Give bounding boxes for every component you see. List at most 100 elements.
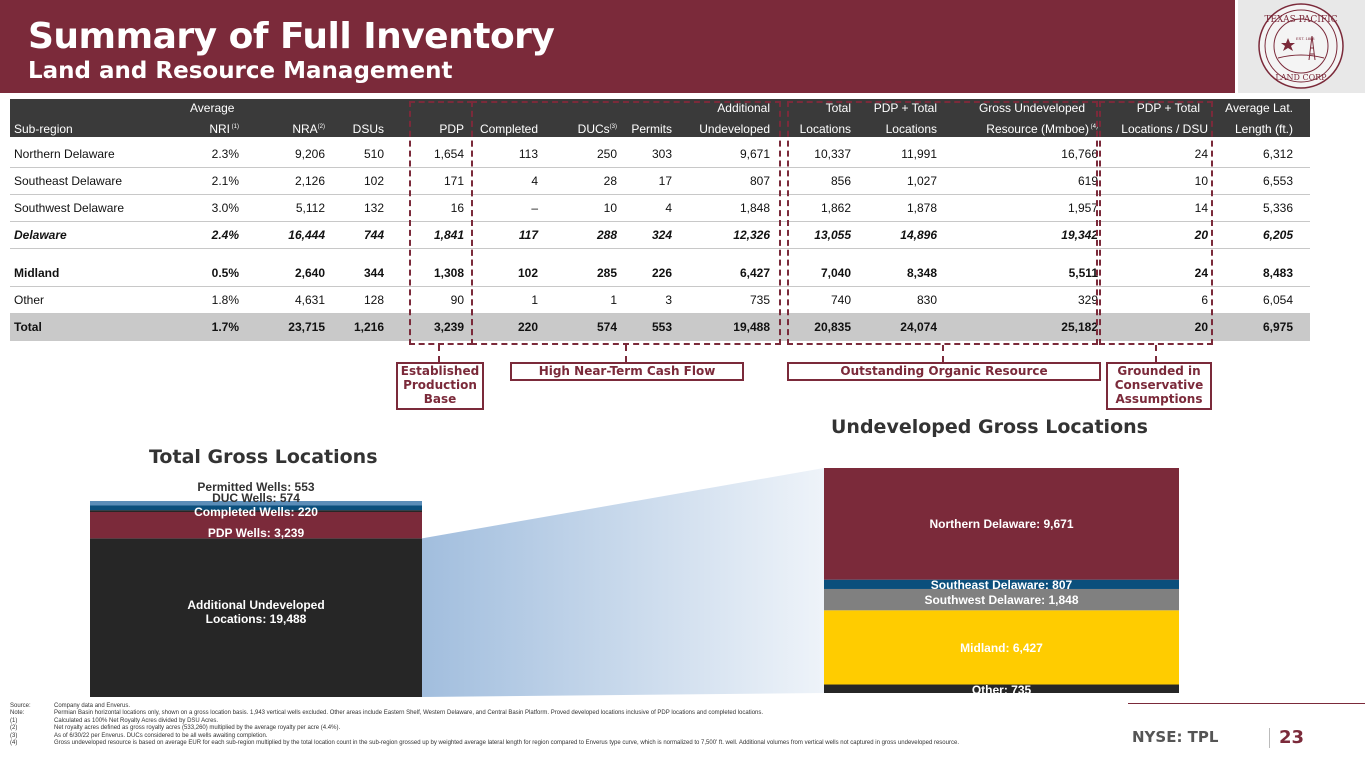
table-cell: 288: [596, 228, 617, 242]
table-cell: 8,348: [906, 266, 937, 280]
table-cell: 6,312: [1262, 147, 1293, 161]
table-cell: 128: [363, 293, 384, 307]
header-additional: Additional: [717, 101, 770, 115]
table-cell: 14,896: [900, 228, 937, 242]
footnote-key: Source:: [10, 703, 31, 709]
footnote-text: Gross undeveloped resource is based on a…: [54, 740, 959, 747]
table-cell: 20: [1194, 228, 1208, 242]
label-midland: Midland: 6,427: [960, 641, 1043, 655]
col-pdp-locations: Locations: [885, 122, 937, 136]
table-cell: 1,027: [906, 174, 937, 188]
label-southwest: Southwest Delaware: 1,848: [924, 593, 1079, 607]
table-cell: 4,631: [294, 293, 325, 307]
table-cell: 19,488: [733, 320, 770, 334]
label-additional-1: Additional Undeveloped: [187, 598, 325, 612]
label-pdp: PDP Wells: 3,239: [207, 526, 305, 540]
table-cell: 16: [450, 201, 464, 215]
row-divider: [10, 286, 1310, 287]
page-subtitle: Land and Resource Management: [28, 58, 453, 84]
table-cell: 24,074: [900, 320, 937, 334]
table-cell: 12,326: [733, 228, 770, 242]
table-cell: 6,054: [1262, 293, 1293, 307]
table-cell: 1,216: [353, 320, 384, 334]
table-cell: 574: [596, 320, 617, 334]
col-resource: Resource (Mmboe) (4): [986, 122, 1098, 136]
table-cell: –: [531, 201, 538, 215]
header-total: Total: [825, 101, 851, 115]
table-cell: 23,715: [288, 320, 325, 334]
table-cell: 1,308: [433, 266, 464, 280]
col-locations-dsu: Locations / DSU: [1121, 122, 1208, 136]
table-cell: 24: [1194, 266, 1208, 280]
col-undeveloped: Undeveloped: [699, 122, 770, 136]
table-cell: 226: [651, 266, 672, 280]
oil-derrick-icon: [1308, 35, 1316, 61]
table-cell: 2.3%: [211, 147, 239, 161]
callout-organic: Outstanding Organic Resource: [787, 362, 1101, 381]
table-cell: 4: [665, 201, 672, 215]
organic-outline: [787, 101, 1098, 345]
table-cell: 619: [1077, 174, 1098, 188]
row-divider: [10, 194, 1310, 195]
table-cell: 744: [363, 228, 384, 242]
callout-established: Established Production Base: [396, 362, 484, 410]
table-cell: 3,239: [433, 320, 464, 334]
table-cell: 1: [610, 293, 617, 307]
header-pdp-total: PDP + Total: [873, 101, 937, 115]
table-cell: 8,483: [1262, 266, 1293, 280]
footnote-key: (2): [10, 725, 18, 732]
row-label: Southeast Delaware: [14, 174, 123, 188]
footnote-text: Permian Basin horizontal locations only,…: [54, 710, 764, 717]
footnote-row: (4) Gross undeveloped resource is based o…: [10, 740, 1135, 747]
table-cell: 20: [1194, 320, 1208, 334]
label-northern: Northern Delaware: 9,671: [929, 517, 1074, 531]
col-ducs: DUCs(3): [577, 122, 617, 136]
table-cell: 16,444: [288, 228, 325, 242]
footnotes: Source: Company data and Enverus. Note: Per…: [10, 703, 1135, 747]
table-cell: 553: [651, 320, 672, 334]
table-cell: 102: [517, 266, 538, 280]
seal-bottom-text: LAND CORP: [1275, 73, 1327, 82]
label-permitted: Permitted Wells: 553: [197, 480, 315, 494]
footnote-key: (4): [10, 740, 18, 747]
company-seal-logo: TEXAS PACIFIC LAND CORP EST. 1888: [1258, 3, 1344, 89]
table-cell: 1,841: [433, 228, 464, 242]
page-number: 23: [1279, 727, 1305, 748]
label-additional-2: Locations: 19,488: [205, 612, 307, 626]
row-label: Midland: [14, 266, 60, 280]
row-label: Southwest Delaware: [14, 201, 125, 215]
footnote-key: Note:: [10, 710, 25, 717]
table-header-bottom: [10, 117, 1310, 137]
table-cell: 1.8%: [211, 293, 239, 307]
table-cell: 1,862: [820, 201, 851, 215]
table-cell: 285: [596, 266, 617, 280]
col-nri: NRI (1): [209, 122, 239, 136]
col-locations: Locations: [799, 122, 851, 136]
footnote-row: Note: Permian Basin horizontal locations …: [10, 710, 1135, 717]
table-cell: 6,975: [1262, 320, 1293, 334]
label-completed: Completed Wells: 220: [194, 505, 318, 519]
header-banner: Summary of Full Inventory Land and Resou…: [0, 0, 1235, 93]
funnel-connector: [422, 468, 824, 697]
header-pdp-total-2: PDP + Total: [1136, 101, 1200, 115]
footnote-row: (3) As of 6/30/22 per Enverus. DUCs consi…: [10, 733, 1135, 740]
table-cell: 2,640: [294, 266, 325, 280]
table-cell: 1: [531, 293, 538, 307]
table-cell: 1,848: [739, 201, 770, 215]
table-cell: 1,878: [906, 201, 937, 215]
total-gross-title: Total Gross Locations: [149, 446, 378, 468]
col-dsus: DSUs: [352, 122, 384, 136]
footnote-row: (2) Net royalty acres defined as gross ro…: [10, 725, 1135, 732]
row-label: Other: [14, 293, 45, 307]
footnote-text: As of 6/30/22 per Enverus. DUCs consider…: [54, 732, 268, 739]
table-cell: 19,342: [1061, 228, 1098, 242]
table-cell: 9,671: [739, 147, 770, 161]
row-divider: [10, 167, 1310, 168]
table-cell: 830: [916, 293, 937, 307]
table-cell: 11,991: [901, 147, 937, 161]
header-average: Average: [190, 101, 235, 115]
table-cell: 3.0%: [211, 201, 239, 215]
table-cell: 856: [830, 174, 851, 188]
callout-cash-flow: High Near-Term Cash Flow: [510, 362, 744, 381]
table-cell: 132: [363, 201, 384, 215]
